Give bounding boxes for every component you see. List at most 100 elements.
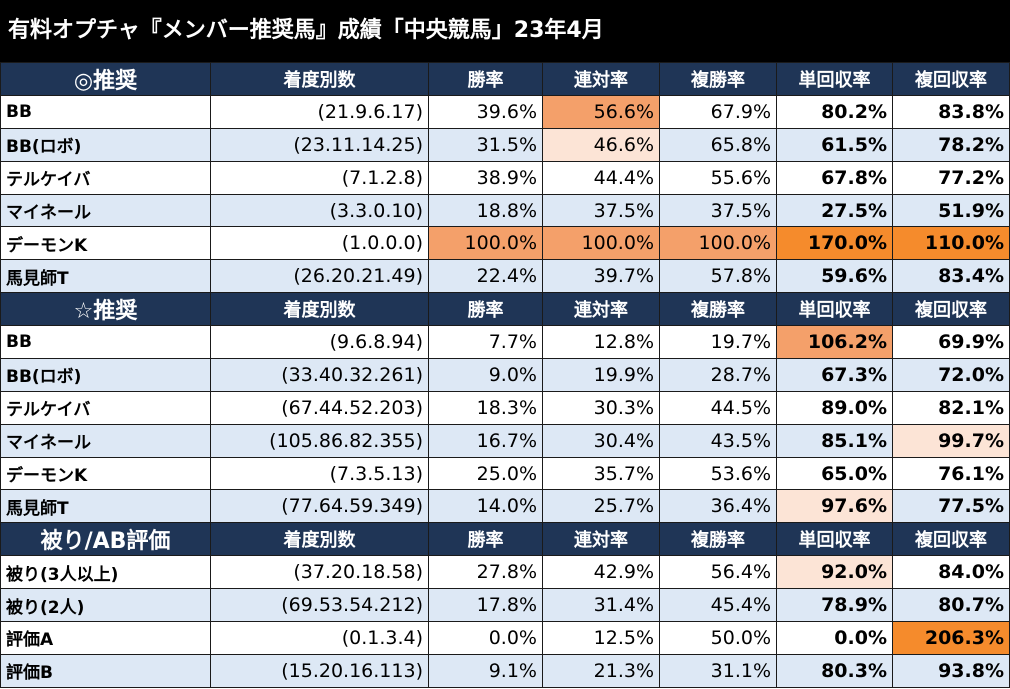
row-place2: 25.7%	[542, 489, 660, 524]
row-place2: 30.4%	[542, 423, 660, 458]
row-counts: (33.40.32.261)	[210, 358, 429, 392]
row-win: 27.8%	[428, 555, 543, 590]
row-win: 17.8%	[428, 588, 543, 623]
row-place3: 31.1%	[659, 653, 777, 688]
section-header-star: ☆推奨 着度別数 勝率 連対率 複勝率 単回収率 複回収率	[0, 292, 1010, 327]
row-place2: 12.5%	[542, 621, 660, 655]
table-row: BB (9.6.8.94) 7.7% 12.8% 19.7% 106.2% 69…	[0, 325, 1010, 360]
row-counts: (77.64.59.349)	[210, 489, 429, 524]
row-tan: 106.2%	[776, 325, 893, 360]
row-place3: 53.6%	[659, 456, 777, 491]
table-row: 評価A (0.1.3.4) 0.0% 12.5% 50.0% 0.0% 206.…	[0, 621, 1010, 655]
row-place2: 12.8%	[542, 325, 660, 360]
row-tan: 170.0%	[776, 226, 893, 261]
col-header-win: 勝率	[428, 292, 543, 327]
table-row: 被り(2人) (69.53.54.212) 17.8% 31.4% 45.4% …	[0, 588, 1010, 623]
row-counts: (21.9.6.17)	[210, 95, 429, 129]
row-win: 38.9%	[428, 160, 543, 195]
row-place2: 30.3%	[542, 390, 660, 425]
row-win: 16.7%	[428, 423, 543, 458]
col-header-place2: 連対率	[542, 62, 660, 96]
table-row: マイネール (105.86.82.355) 16.7% 30.4% 43.5% …	[0, 423, 1010, 458]
row-place3: 57.8%	[659, 259, 777, 294]
row-counts: (23.11.14.25)	[210, 127, 429, 162]
row-counts: (9.6.8.94)	[210, 325, 429, 360]
col-header-place3: 複勝率	[659, 292, 777, 327]
row-place2: 31.4%	[542, 588, 660, 623]
row-counts: (7.1.2.8)	[210, 160, 429, 195]
row-tan: 85.1%	[776, 423, 893, 458]
row-counts: (1.0.0.0)	[210, 226, 429, 261]
row-place3: 45.4%	[659, 588, 777, 623]
row-name: 馬見師T	[0, 489, 211, 524]
row-counts: (26.20.21.49)	[210, 259, 429, 294]
row-counts: (67.44.52.203)	[210, 390, 429, 425]
row-name: デーモンK	[0, 456, 211, 491]
col-header-counts: 着度別数	[210, 522, 429, 557]
row-place3: 37.5%	[659, 193, 777, 228]
table-row: テルケイバ (67.44.52.203) 18.3% 30.3% 44.5% 8…	[0, 390, 1010, 425]
col-header-place2: 連対率	[542, 292, 660, 327]
table-row: デーモンK (1.0.0.0) 100.0% 100.0% 100.0% 170…	[0, 226, 1010, 261]
row-counts: (105.86.82.355)	[210, 423, 429, 458]
row-tan: 67.8%	[776, 160, 893, 195]
row-win: 25.0%	[428, 456, 543, 491]
row-place3: 19.7%	[659, 325, 777, 360]
row-win: 31.5%	[428, 127, 543, 162]
row-win: 39.6%	[428, 95, 543, 129]
col-header-win: 勝率	[428, 522, 543, 557]
row-fuku: 78.2%	[892, 127, 1010, 162]
row-name: マイネール	[0, 423, 211, 458]
row-tan: 92.0%	[776, 555, 893, 590]
row-counts: (69.53.54.212)	[210, 588, 429, 623]
table-row: BB(ロボ) (33.40.32.261) 9.0% 19.9% 28.7% 6…	[0, 358, 1010, 392]
table-row: テルケイバ (7.1.2.8) 38.9% 44.4% 55.6% 67.8% …	[0, 160, 1010, 195]
row-name: デーモンK	[0, 226, 211, 261]
row-place3: 43.5%	[659, 423, 777, 458]
row-tan: 67.3%	[776, 358, 893, 392]
row-fuku: 77.5%	[892, 489, 1010, 524]
row-name: テルケイバ	[0, 160, 211, 195]
row-place2: 100.0%	[542, 226, 660, 261]
section-header-honmei: ◎推奨 着度別数 勝率 連対率 複勝率 単回収率 複回収率	[0, 62, 1010, 96]
row-fuku: 77.2%	[892, 160, 1010, 195]
row-place2: 56.6%	[542, 95, 660, 129]
col-header-fuku: 複回収率	[892, 522, 1010, 557]
col-header-tan: 単回収率	[776, 62, 893, 96]
row-tan: 59.6%	[776, 259, 893, 294]
row-place3: 50.0%	[659, 621, 777, 655]
table-row: マイネール (3.3.0.10) 18.8% 37.5% 37.5% 27.5%…	[0, 193, 1010, 228]
row-win: 9.0%	[428, 358, 543, 392]
row-win: 18.8%	[428, 193, 543, 228]
row-name: BB	[0, 325, 211, 360]
col-header-place3: 複勝率	[659, 522, 777, 557]
row-win: 0.0%	[428, 621, 543, 655]
row-place3: 67.9%	[659, 95, 777, 129]
row-place3: 65.8%	[659, 127, 777, 162]
col-header-fuku: 複回収率	[892, 292, 1010, 327]
section-label: 被り/AB評価	[0, 522, 211, 557]
row-win: 9.1%	[428, 653, 543, 688]
row-tan: 65.0%	[776, 456, 893, 491]
row-place3: 44.5%	[659, 390, 777, 425]
table-row: BB(ロボ) (23.11.14.25) 31.5% 46.6% 65.8% 6…	[0, 127, 1010, 162]
row-counts: (3.3.0.10)	[210, 193, 429, 228]
row-place3: 56.4%	[659, 555, 777, 590]
row-name: マイネール	[0, 193, 211, 228]
row-name: 評価B	[0, 653, 211, 688]
row-place3: 55.6%	[659, 160, 777, 195]
section-header-overlap: 被り/AB評価 着度別数 勝率 連対率 複勝率 単回収率 複回収率	[0, 522, 1010, 557]
row-place2: 19.9%	[542, 358, 660, 392]
table-row: 被り(3人以上) (37.20.18.58) 27.8% 42.9% 56.4%…	[0, 555, 1010, 590]
row-tan: 80.3%	[776, 653, 893, 688]
row-win: 22.4%	[428, 259, 543, 294]
row-tan: 89.0%	[776, 390, 893, 425]
row-fuku: 51.9%	[892, 193, 1010, 228]
row-place3: 28.7%	[659, 358, 777, 392]
row-fuku: 80.7%	[892, 588, 1010, 623]
row-place2: 42.9%	[542, 555, 660, 590]
row-name: BB	[0, 95, 211, 129]
table-row: 馬見師T (77.64.59.349) 14.0% 25.7% 36.4% 97…	[0, 489, 1010, 524]
col-header-counts: 着度別数	[210, 292, 429, 327]
row-place2: 44.4%	[542, 160, 660, 195]
